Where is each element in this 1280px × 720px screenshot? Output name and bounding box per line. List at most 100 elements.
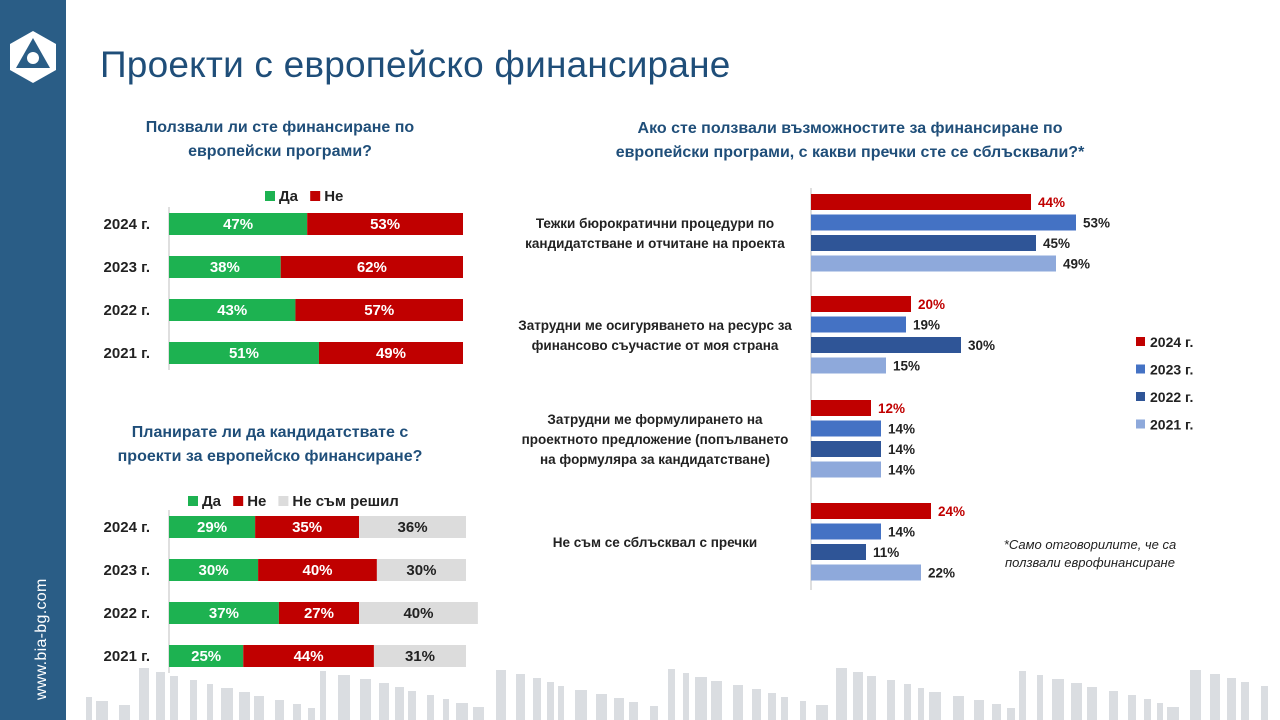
legend-label-1-2: Не съм решил <box>292 493 398 510</box>
legend-swatch-0-1 <box>310 191 321 201</box>
decor-bar <box>853 672 863 720</box>
decor-bar <box>86 697 92 720</box>
decor-bar <box>953 696 964 720</box>
page-title: Проекти с европейско финансиране <box>100 44 731 85</box>
legend-swatch-0-0 <box>265 191 275 201</box>
decor-bar <box>408 691 416 720</box>
bar-2-1-1 <box>811 316 906 333</box>
decor-bar <box>533 678 541 720</box>
decor-bar <box>614 698 624 720</box>
category-label-2-0-0: Тежки бюрократични процедури по <box>536 216 774 231</box>
decor-bar <box>443 699 449 720</box>
data-label-0-2-0: 43% <box>217 302 247 319</box>
legend-label-0-0: Да <box>279 188 299 205</box>
data-label-1-0-1: 35% <box>292 519 322 536</box>
data-label-1-2-2: 40% <box>403 605 433 622</box>
bar-2-3-2 <box>811 544 866 560</box>
decor-bar <box>1167 707 1179 720</box>
category-label-0-2: 2022 г. <box>104 302 150 319</box>
decor-bar <box>918 688 924 720</box>
decor-bar <box>170 676 178 720</box>
decor-bar <box>338 675 350 720</box>
chart3-title-line2: европейски програми, с какви пречки сте … <box>615 144 1085 161</box>
legend-label-1-1: Не <box>247 493 266 510</box>
decor-bar <box>1071 683 1082 720</box>
category-label-0-0: 2024 г. <box>104 216 150 233</box>
decor-bar <box>516 674 525 720</box>
category-label-2-0-1: кандидатстване и отчитане на проекта <box>525 236 785 251</box>
decor-bar <box>456 703 468 720</box>
data-label-2-3-0: 24% <box>938 504 965 519</box>
decor-bar <box>473 707 484 720</box>
legend-label-2-0: 2024 г. <box>1150 334 1193 350</box>
category-label-2-2-2: на формуляра за кандидатстване) <box>540 452 770 467</box>
bar-1-0-2 <box>359 516 466 538</box>
category-label-2-1-0: Затрудни ме осигуряването на ресурс за <box>518 318 792 333</box>
decor-bar <box>96 701 108 720</box>
legend-label-2-3: 2021 г. <box>1150 417 1193 433</box>
bar-0-2-0 <box>169 299 296 321</box>
decor-bar <box>275 700 284 720</box>
data-label-2-1-1: 19% <box>913 318 940 333</box>
bar-1-0-0 <box>169 516 256 538</box>
data-label-0-3-1: 49% <box>376 345 406 362</box>
data-label-2-2-2: 14% <box>888 442 915 457</box>
sidebar: www.bia-bg.com <box>0 0 66 720</box>
bar-1-3-2 <box>373 645 466 667</box>
bar-2-1-0 <box>811 296 911 312</box>
decor-bar <box>1087 687 1097 720</box>
decor-bar <box>887 680 895 720</box>
data-label-2-3-1: 14% <box>888 525 915 540</box>
decor-bar <box>1037 675 1043 720</box>
decor-bar <box>190 680 197 720</box>
chart2-title: Планирате ли да кандидатствате с проекти… <box>80 421 460 469</box>
chart2-title-line2: проекти за европейско финансиране? <box>117 448 423 465</box>
data-label-2-1-3: 15% <box>893 359 920 374</box>
data-label-1-2-0: 37% <box>209 605 239 622</box>
data-label-2-0-2: 45% <box>1043 236 1070 251</box>
decor-bar <box>1210 674 1220 720</box>
decor-bar <box>558 686 564 720</box>
bar-2-2-0 <box>811 400 871 416</box>
category-label-1-3: 2021 г. <box>104 648 150 665</box>
decor-bar <box>1052 679 1064 720</box>
decor-bar <box>207 684 213 720</box>
bar-1-1-2 <box>376 559 466 581</box>
decor-bar <box>320 671 326 720</box>
decor-bar <box>1109 691 1118 720</box>
footnote-line2: ползвали еврофинансиране <box>1005 555 1175 570</box>
bar-0-3-1 <box>318 342 463 364</box>
bar-2-3-0 <box>811 503 931 519</box>
decor-bar <box>1128 695 1136 720</box>
footnote: *Само отговорилите, че са ползвали евроф… <box>990 536 1190 572</box>
bar-1-1-0 <box>169 559 259 581</box>
bar-1-2-2 <box>359 602 478 624</box>
category-label-1-1: 2023 г. <box>104 562 150 579</box>
legend-swatch-1-1 <box>233 496 244 506</box>
data-label-2-0-3: 49% <box>1063 257 1090 272</box>
decor-bar <box>254 696 264 720</box>
legend-swatch-1-2 <box>278 496 289 506</box>
decor-bar <box>768 693 776 720</box>
data-label-1-3-0: 25% <box>191 648 221 665</box>
category-label-2-2-1: проектното предложение (попълването <box>522 432 789 447</box>
data-label-0-0-0: 47% <box>223 216 253 233</box>
data-label-0-2-1: 57% <box>364 302 394 319</box>
bar-2-0-0 <box>811 194 1031 210</box>
decor-bar <box>1241 682 1249 720</box>
bar-0-1-0 <box>169 256 281 278</box>
legend-label-2-1: 2023 г. <box>1150 362 1193 378</box>
decor-bar <box>1144 699 1151 720</box>
category-label-1-2: 2022 г. <box>104 605 150 622</box>
decor-bar <box>547 682 554 720</box>
decor-bar <box>427 695 434 720</box>
data-label-1-3-1: 44% <box>294 648 324 665</box>
decor-bar <box>308 708 315 720</box>
bar-2-2-1 <box>811 420 881 437</box>
bar-2-0-2 <box>811 235 1036 251</box>
decor-bar <box>156 672 165 720</box>
legend-swatch-2-1 <box>1136 364 1145 374</box>
